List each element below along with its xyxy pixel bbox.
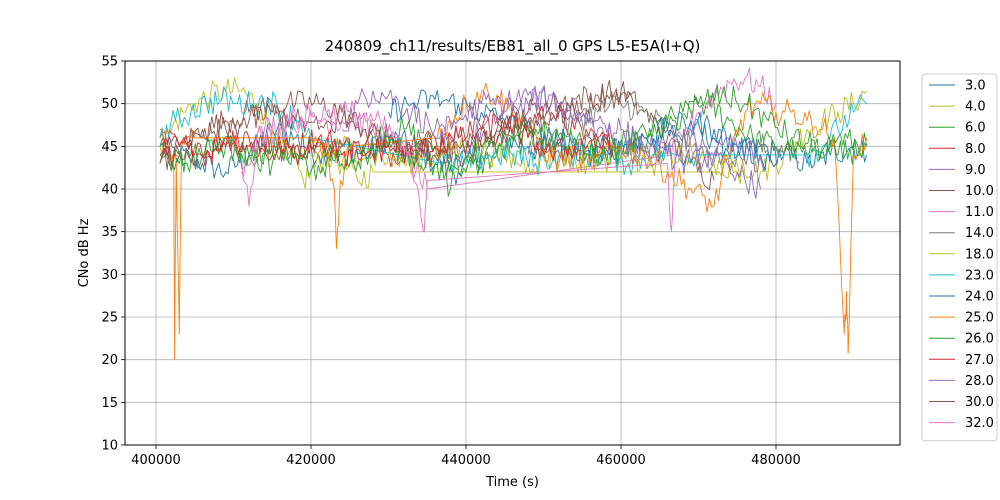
series-line-30-0 xyxy=(159,87,637,171)
legend-label: 10.0 xyxy=(965,184,994,199)
series-line-8-0 xyxy=(159,104,614,168)
y-tick-label: 35 xyxy=(101,225,118,240)
series-line-6-0 xyxy=(159,94,868,181)
legend-label: 23.0 xyxy=(965,268,994,283)
y-tick-label: 20 xyxy=(101,353,118,368)
x-ticks: 400000 420000 440000 460000 480000 xyxy=(131,445,801,468)
legend-label: 25.0 xyxy=(965,311,994,326)
legend-label: 24.0 xyxy=(965,290,994,305)
y-tick-label: 55 xyxy=(101,55,118,70)
series-lines xyxy=(159,67,868,361)
series-line-4-0 xyxy=(159,77,868,189)
legend-label: 27.0 xyxy=(965,353,994,368)
x-tick-label: 420000 xyxy=(286,453,336,468)
legend-label: 11.0 xyxy=(965,205,994,220)
x-tick-label: 480000 xyxy=(751,453,801,468)
x-tick-label: 440000 xyxy=(441,453,491,468)
legend-label: 4.0 xyxy=(965,100,986,115)
legend-label: 9.0 xyxy=(965,163,986,178)
legend-box xyxy=(921,73,998,442)
legend: 3.0 4.0 6.0 8.0 9.0 10.0 11.0 14.0 18.0 23.0 24.0 2… xyxy=(921,73,998,442)
legend-label: 18.0 xyxy=(965,247,994,262)
legend-label: 3.0 xyxy=(965,79,986,94)
legend-label: 28.0 xyxy=(965,374,994,389)
y-ticks: 10 15 20 25 30 35 40 45 50 55 xyxy=(101,55,125,454)
legend-label: 6.0 xyxy=(965,121,986,136)
series-line-10-0 xyxy=(159,79,715,191)
legend-label: 8.0 xyxy=(965,142,986,157)
series-line-26-0 xyxy=(159,83,868,197)
y-tick-label: 15 xyxy=(101,396,118,411)
y-tick-label: 10 xyxy=(101,439,118,454)
series-line-28-0 xyxy=(434,85,765,175)
y-tick-label: 30 xyxy=(101,268,118,283)
x-axis-title: Time (s) xyxy=(485,475,539,490)
series-line-27-0 xyxy=(159,113,614,166)
plot-frame xyxy=(124,60,901,446)
chart-title: 240809_ch11/results/EB81_all_0 GPS L5-E5… xyxy=(325,37,701,56)
legend-label: 30.0 xyxy=(965,395,994,410)
series-line-32-0 xyxy=(240,100,676,233)
grid xyxy=(125,60,900,446)
legend-label: 26.0 xyxy=(965,332,994,347)
x-tick-label: 400000 xyxy=(131,453,181,468)
y-tick-label: 50 xyxy=(101,97,118,112)
y-axis-title: CNo dB Hz xyxy=(77,218,92,287)
x-tick-label: 460000 xyxy=(596,453,646,468)
y-tick-label: 40 xyxy=(101,183,118,198)
legend-label: 14.0 xyxy=(965,226,994,241)
y-tick-label: 45 xyxy=(101,140,118,155)
series-line-9-0 xyxy=(341,85,761,199)
y-tick-label: 25 xyxy=(101,311,118,326)
legend-label: 32.0 xyxy=(965,416,994,431)
